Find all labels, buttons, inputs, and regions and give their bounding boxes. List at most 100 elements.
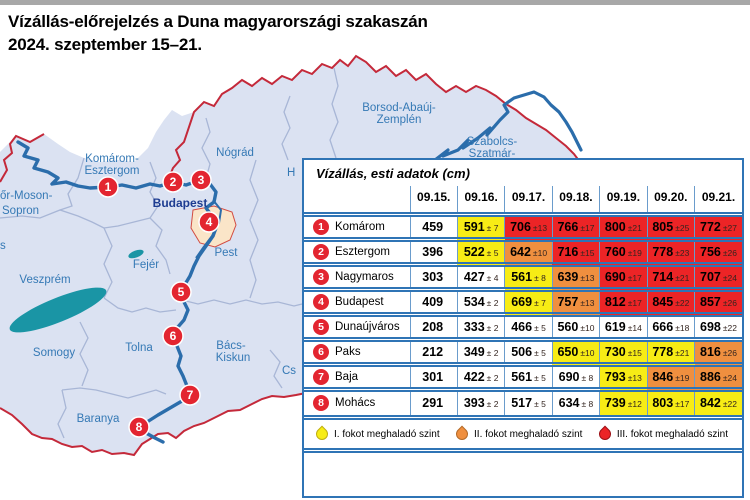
table-row-esztergom: 2 Esztergom 396 522 ± 5 642 ±10 716 ±15 760 ±… (304, 239, 742, 265)
table-row-dunaujvaros: 5 Dunaújváros 208 333 ± 2 466 ± 5 560 ±10 61… (304, 314, 742, 340)
value-cell: 730 ±15 (599, 339, 648, 365)
table-title: Vízállás, esti adatok (cm) (316, 166, 470, 181)
county-label-heves: H (287, 167, 295, 179)
date-column-header: 09.20. (646, 186, 695, 215)
table-row-nagymaros: 3 Nagymaros 303 427 ± 4 561 ± 8 639 ±13 690 ±… (304, 264, 742, 290)
value-cell: 698 ±22 (694, 314, 742, 340)
value-cell: 756 ±26 (694, 239, 742, 265)
table-row-budapest: 4 Budapest 409 534 ± 2 669 ± 7 757 ±13 812 ±1… (304, 289, 742, 315)
table-row-baja: 7 Baja 301 422 ± 2 561 ± 5 690 ± 8 793 ±13 84… (304, 364, 742, 390)
value-cell: 212 (409, 339, 458, 365)
value-cell: 690 ±17 (599, 264, 648, 290)
value-cell: 803 ±17 (646, 389, 695, 415)
station-marker: 1 (313, 218, 329, 235)
value-cell: 466 ± 5 (504, 314, 553, 340)
legend-label: III. fokot meghaladó szint (616, 428, 728, 440)
county-label-bacs-kiskun-1: Bács- (216, 340, 246, 352)
value-cell: 886 ±24 (694, 364, 742, 390)
value-cell: 690 ± 8 (551, 364, 600, 390)
value-cell: 639 ±13 (551, 264, 600, 290)
station-name: Komárom (335, 220, 385, 233)
county-label-borsod-2: Zemplén (377, 114, 422, 126)
value-cell: 816 ±26 (694, 339, 742, 365)
value-cell: 560 ±10 (551, 314, 600, 340)
county-label-csongrad: Cs (282, 365, 296, 377)
map-marker-7: 7 (179, 384, 201, 406)
value-cell: 650 ±10 (551, 339, 600, 365)
value-cell: 333 ± 2 (456, 314, 505, 340)
station-name: Nagymaros (335, 270, 394, 283)
station-marker: 2 (313, 243, 329, 260)
svg-text:5: 5 (178, 285, 185, 299)
legend-item-level-1: I. fokot meghaladó szint (313, 425, 440, 443)
station-marker: 5 (313, 318, 329, 335)
legend-item-level-2: II. fokot meghaladó szint (453, 425, 582, 443)
value-cell: 706 ±13 (504, 214, 553, 240)
county-label-baranya: Baranya (77, 413, 120, 425)
map-marker-1: 1 (97, 176, 119, 198)
value-cell: 396 (409, 239, 458, 265)
lake-balaton (9, 287, 107, 333)
date-column-header: 09.16. (456, 186, 505, 215)
county-label-vas: s (0, 240, 6, 252)
date-column-header: 09.17. (504, 186, 553, 215)
value-cell: 517 ± 5 (504, 389, 553, 415)
value-cell: 522 ± 5 (456, 239, 505, 265)
county-borders (0, 67, 339, 439)
table-row-mohacs: 8 Mohács 291 393 ± 2 517 ± 5 634 ± 8 739 ±12 … (304, 389, 742, 415)
page-title: Vízállás-előrejelzés a Duna magyarország… (8, 10, 428, 56)
station-name: Budapest (335, 295, 384, 308)
station-marker: 6 (313, 343, 329, 360)
map-marker-4: 4 (198, 211, 220, 233)
svg-text:6: 6 (170, 329, 177, 343)
svg-text:4: 4 (206, 215, 213, 229)
value-cell: 707 ±24 (694, 264, 742, 290)
county-label-tolna: Tolna (125, 342, 153, 354)
level-1-drop-icon (313, 425, 331, 443)
value-cell: 208 (409, 314, 458, 340)
county-label-fejer: Fejér (133, 259, 159, 271)
top-bar (0, 0, 750, 5)
level-3-drop-icon (596, 425, 614, 443)
county-label-borsod-1: Borsod-Abaúj- (362, 102, 436, 114)
station-name: Paks (335, 345, 361, 358)
svg-text:3: 3 (198, 173, 205, 187)
value-cell: 506 ± 5 (504, 339, 553, 365)
value-cell: 301 (409, 364, 458, 390)
value-cell: 793 ±13 (599, 364, 648, 390)
value-cell: 842 ±22 (694, 389, 742, 415)
value-cell: 561 ± 5 (504, 364, 553, 390)
value-cell: 303 (409, 264, 458, 290)
map-marker-5: 5 (170, 281, 192, 303)
county-label-szabolcs-1: Szabolcs- (467, 136, 518, 148)
county-label-veszprem: Veszprém (19, 274, 70, 286)
svg-text:8: 8 (136, 420, 143, 434)
station-name: Dunaújváros (335, 320, 400, 333)
value-cell: 857 ±26 (694, 289, 742, 315)
value-cell: 427 ± 4 (456, 264, 505, 290)
value-cell: 534 ± 2 (456, 289, 505, 315)
station-name: Esztergom (335, 245, 390, 258)
date-column-header: 09.19. (599, 186, 648, 215)
level-2-drop-icon (453, 425, 471, 443)
tisza-river (433, 90, 583, 162)
value-cell: 666 ±18 (646, 314, 695, 340)
value-cell: 805 ±25 (646, 214, 695, 240)
value-cell: 739 ±12 (599, 389, 648, 415)
page-title-line2: 2024. szeptember 15–21. (8, 35, 202, 54)
county-label-pest: Pest (214, 247, 238, 259)
date-column-header: 09.21. (694, 186, 742, 215)
page-title-line1: Vízállás-előrejelzés a Duna magyarország… (8, 12, 428, 31)
value-cell: 561 ± 8 (504, 264, 553, 290)
water-level-table-panel: Vízállás, esti adatok (cm) 09.15. 09.16.… (302, 158, 744, 498)
value-cell: 642 ±10 (504, 239, 553, 265)
value-cell: 459 (409, 214, 458, 240)
svg-text:2: 2 (170, 175, 177, 189)
legend-label: I. fokot meghaladó szint (334, 428, 440, 440)
station-marker: 4 (313, 293, 329, 310)
value-cell: 760 ±19 (599, 239, 648, 265)
value-cell: 757 ±13 (551, 289, 600, 315)
svg-text:7: 7 (187, 388, 194, 402)
county-label-szabolcs-2: Szatmár- (469, 148, 516, 160)
value-cell: 619 ±14 (599, 314, 648, 340)
